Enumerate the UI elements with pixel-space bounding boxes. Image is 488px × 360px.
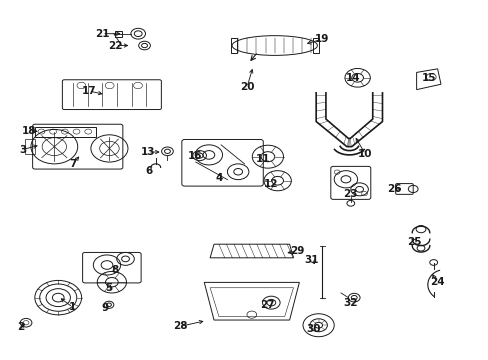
- Bar: [115, 31, 122, 37]
- Text: 19: 19: [314, 35, 328, 44]
- Text: 21: 21: [95, 29, 109, 39]
- Bar: [312, 39, 318, 53]
- Text: 29: 29: [289, 246, 304, 256]
- Bar: [25, 139, 35, 154]
- Text: 28: 28: [173, 321, 187, 331]
- Text: 20: 20: [239, 82, 254, 93]
- Text: 9: 9: [102, 303, 109, 314]
- Bar: [35, 127, 95, 136]
- Text: 1: 1: [69, 302, 76, 312]
- Text: 3: 3: [19, 144, 26, 154]
- Text: 14: 14: [345, 73, 359, 83]
- Text: 30: 30: [306, 324, 320, 334]
- Text: 2: 2: [18, 322, 25, 332]
- Text: 5: 5: [105, 283, 112, 293]
- Text: 8: 8: [111, 265, 119, 275]
- Bar: [230, 39, 236, 53]
- Text: 27: 27: [260, 300, 275, 310]
- Text: 6: 6: [145, 166, 153, 176]
- Text: 23: 23: [343, 189, 357, 199]
- Text: 11: 11: [255, 154, 270, 164]
- Text: 22: 22: [108, 41, 122, 50]
- Text: 4: 4: [215, 173, 223, 183]
- Text: 32: 32: [343, 298, 357, 308]
- Text: 13: 13: [141, 147, 155, 157]
- Text: 24: 24: [429, 277, 444, 287]
- Text: 17: 17: [82, 86, 97, 96]
- Text: 18: 18: [21, 126, 36, 135]
- Text: 31: 31: [304, 255, 318, 265]
- Text: 12: 12: [264, 179, 278, 189]
- Text: 15: 15: [421, 73, 435, 83]
- Text: 25: 25: [406, 237, 421, 247]
- Text: 10: 10: [357, 149, 372, 159]
- Text: 26: 26: [386, 184, 401, 194]
- Text: 7: 7: [69, 159, 77, 169]
- Text: 16: 16: [187, 150, 202, 161]
